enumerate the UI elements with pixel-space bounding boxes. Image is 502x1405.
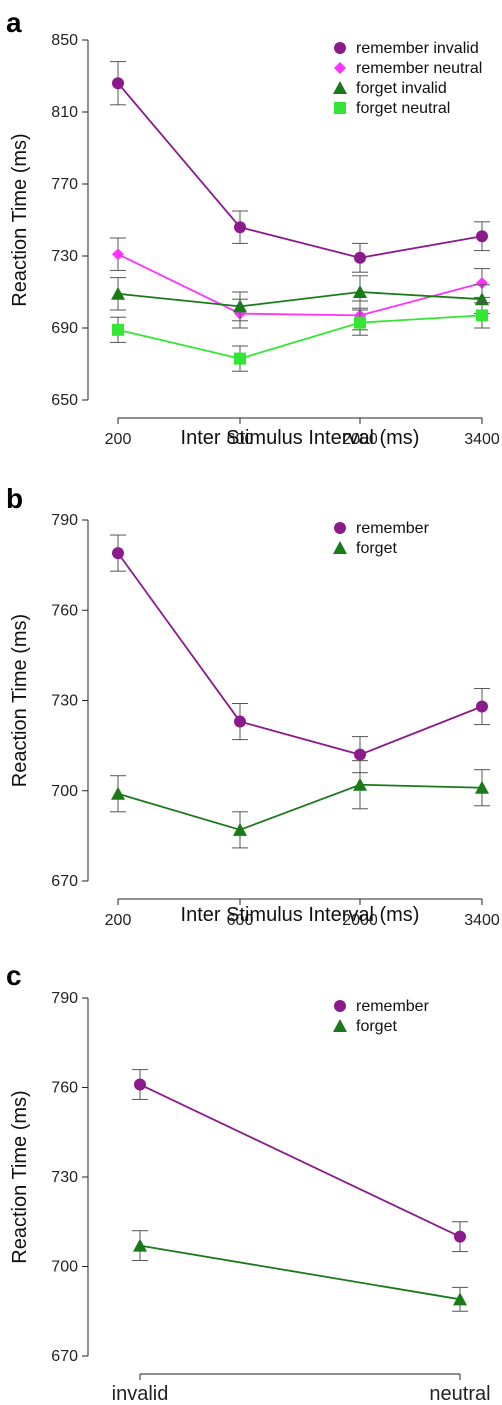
- panel-a-letter: a: [6, 7, 22, 38]
- data-point: [233, 822, 247, 836]
- panel-b-plot: 670 700 730 760 790 200 600 2000 3400 Inter Stimu…: [9, 512, 500, 929]
- data-point: [133, 1238, 147, 1252]
- legend-marker: [334, 42, 346, 54]
- y-tick-label: 670: [51, 873, 78, 890]
- data-point: [234, 715, 246, 728]
- y-tick-label: 670: [51, 1348, 78, 1365]
- x-tick-label: neutral: [429, 1383, 490, 1405]
- y-tick-label: 730: [51, 693, 78, 710]
- data-point: [234, 221, 246, 234]
- data-point: [354, 251, 366, 264]
- x-axis-title: Inter Stimulus Interval (ms): [181, 904, 420, 926]
- data-point: [476, 700, 488, 713]
- series-forget: [132, 1230, 468, 1312]
- legend-label: forget: [356, 1018, 397, 1035]
- x-tick-label: 2000: [342, 431, 378, 448]
- data-point: [453, 1292, 467, 1306]
- y-tick-label: 770: [51, 176, 78, 193]
- legend-marker: [334, 62, 346, 74]
- series-line: [117, 291, 483, 308]
- y-tick-label: 650: [51, 392, 78, 409]
- y-tick-label: 850: [51, 32, 78, 49]
- legend-label: remember invalid: [356, 40, 479, 57]
- y-axis-title: Reaction Time (ms): [9, 133, 31, 306]
- y-axis-title: Reaction Time (ms): [9, 614, 31, 787]
- x-tick-label: 200: [105, 431, 132, 448]
- legend-marker: [333, 81, 347, 94]
- data-point: [354, 316, 366, 329]
- legend-marker: [334, 102, 346, 114]
- data-point: [476, 277, 488, 289]
- legend-label: forget neutral: [356, 100, 450, 117]
- x-axis-title: Inter Stimulus Interval (ms): [181, 427, 420, 449]
- legend-label: forget invalid: [356, 80, 447, 97]
- y-tick-label: 730: [51, 248, 78, 265]
- y-tick-label: 700: [51, 1259, 78, 1276]
- y-tick-label: 690: [51, 320, 78, 337]
- y-axis-title: Reaction Time (ms): [9, 1090, 31, 1263]
- data-point: [112, 547, 124, 560]
- legend: remember forget: [333, 998, 430, 1035]
- x-tick-label: invalid: [112, 1383, 169, 1405]
- legend-label: forget: [356, 540, 397, 557]
- data-point: [475, 292, 489, 306]
- series-line: [139, 1083, 461, 1238]
- x-tick-label: 600: [227, 431, 254, 448]
- series-remember: [110, 534, 490, 774]
- data-point: [234, 352, 246, 365]
- legend-marker: [334, 1000, 346, 1012]
- y-tick-label: 790: [51, 990, 78, 1007]
- series-line: [117, 783, 483, 831]
- x-tick-label: 3400: [464, 912, 500, 929]
- x-tick-label: 2000: [342, 912, 378, 929]
- data-point: [134, 1078, 146, 1091]
- series-remember: [132, 1069, 468, 1253]
- series-line: [117, 82, 483, 259]
- series-forget-invalid: [110, 275, 490, 322]
- legend-marker: [334, 522, 346, 534]
- legend-marker: [333, 541, 347, 554]
- data-point: [476, 230, 488, 243]
- data-point: [353, 777, 367, 791]
- data-point: [112, 248, 124, 261]
- data-point: [476, 309, 488, 322]
- x-tick-label: 600: [227, 912, 254, 929]
- data-point: [111, 286, 125, 300]
- series-line: [117, 253, 483, 317]
- panel-a-plot: 650 690 730 770 810 850 200 600 2000 3400 Inter St…: [9, 32, 500, 449]
- data-point: [112, 323, 124, 336]
- series-forget: [110, 760, 490, 849]
- y-tick-label: 810: [51, 104, 78, 121]
- y-tick-label: 760: [51, 1080, 78, 1097]
- series-line: [139, 1244, 461, 1301]
- data-point: [233, 299, 247, 313]
- panel-c-letter: c: [6, 960, 22, 991]
- y-tick-label: 790: [51, 512, 78, 529]
- data-point: [353, 285, 367, 298]
- panel-b-letter: b: [6, 483, 23, 514]
- y-tick-label: 730: [51, 1169, 78, 1186]
- series-line: [117, 314, 483, 360]
- data-point: [454, 1230, 466, 1243]
- data-point: [111, 786, 125, 800]
- legend-label: remember neutral: [356, 60, 482, 77]
- y-tick-label: 760: [51, 602, 78, 619]
- legend: remember forget: [333, 520, 430, 557]
- data-point: [112, 77, 124, 90]
- legend-marker: [333, 1019, 347, 1032]
- legend: remember invalid remember neutral forget i…: [333, 40, 482, 117]
- legend-label: remember: [356, 998, 430, 1015]
- series-remember-invalid: [110, 61, 490, 273]
- data-point: [475, 780, 489, 794]
- y-tick-label: 700: [51, 783, 78, 800]
- legend-label: remember: [356, 520, 430, 537]
- series-line: [117, 552, 483, 756]
- series-forget-neutral: [110, 302, 490, 372]
- x-tick-label: 3400: [464, 431, 500, 448]
- series-remember-neutral: [110, 237, 490, 331]
- data-point: [354, 748, 366, 761]
- panel-c-plot: 670 700 730 760 790 invalid neutral Reaction Ti…: [9, 990, 491, 1405]
- x-tick-label: 200: [105, 912, 132, 929]
